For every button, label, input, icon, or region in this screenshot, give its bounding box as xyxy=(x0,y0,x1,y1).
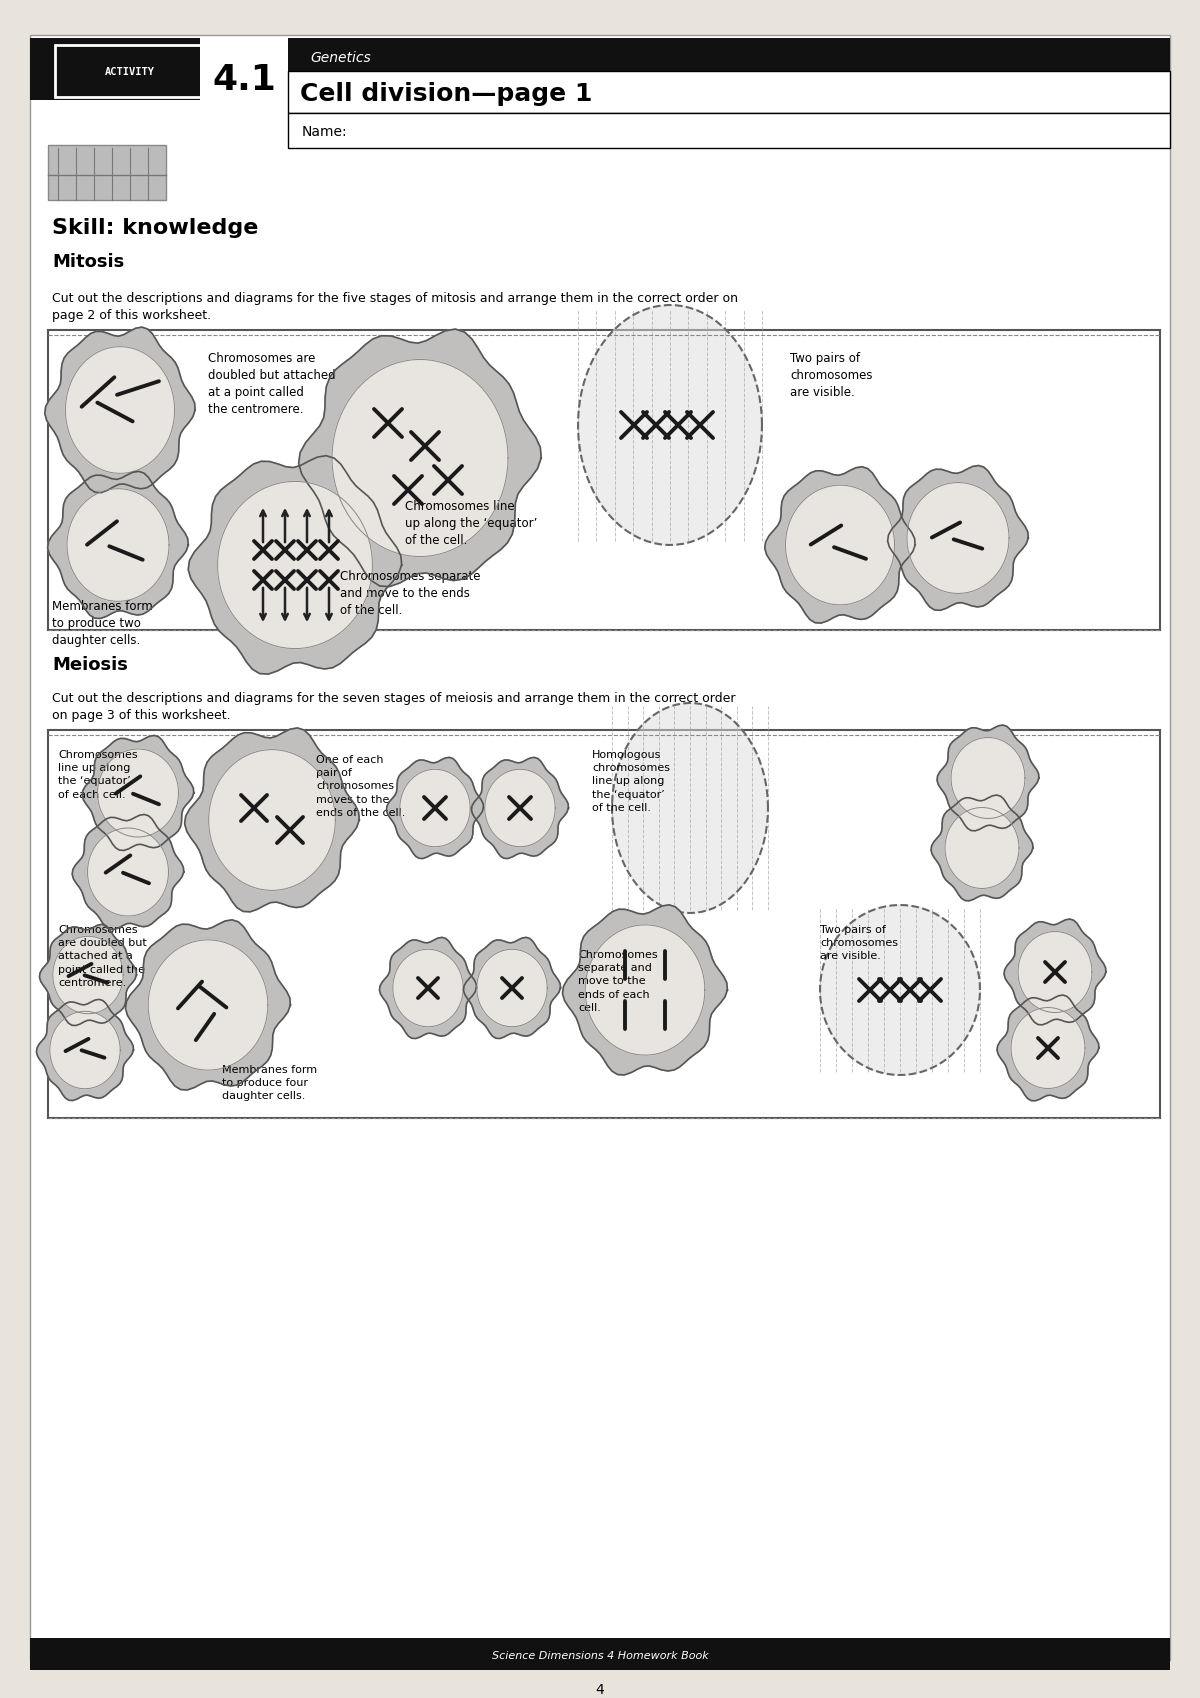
Polygon shape xyxy=(764,467,916,623)
Polygon shape xyxy=(578,306,762,545)
Bar xyxy=(48,144,166,200)
Text: Two pairs of
chromosomes
are visible.: Two pairs of chromosomes are visible. xyxy=(790,351,872,399)
Polygon shape xyxy=(44,328,196,492)
Polygon shape xyxy=(88,829,168,915)
Text: Science Dimensions 4 Homework Book: Science Dimensions 4 Homework Book xyxy=(492,1650,708,1661)
Polygon shape xyxy=(82,735,193,851)
Polygon shape xyxy=(48,472,188,618)
Polygon shape xyxy=(40,924,137,1026)
Polygon shape xyxy=(937,725,1039,830)
Polygon shape xyxy=(476,949,547,1027)
Text: Chromosomes
separate and
move to the
ends of each
cell.: Chromosomes separate and move to the end… xyxy=(578,949,658,1012)
Text: Homologous
chromosomes
line up along
the ‘equator’
of the cell.: Homologous chromosomes line up along the… xyxy=(592,751,670,813)
Polygon shape xyxy=(217,482,372,649)
Polygon shape xyxy=(379,937,476,1039)
Polygon shape xyxy=(185,728,359,912)
Polygon shape xyxy=(209,749,335,890)
Bar xyxy=(288,114,1170,148)
Text: Genetics: Genetics xyxy=(310,51,371,65)
Polygon shape xyxy=(485,769,556,847)
Text: Cut out the descriptions and diagrams for the seven stages of meiosis and arrang: Cut out the descriptions and diagrams fo… xyxy=(52,693,736,722)
Text: Cut out the descriptions and diagrams for the five stages of mitosis and arrange: Cut out the descriptions and diagrams fo… xyxy=(52,292,738,323)
Text: Skill: knowledge: Skill: knowledge xyxy=(52,217,258,238)
Text: Two pairs of
chromosomes
are visible.: Two pairs of chromosomes are visible. xyxy=(820,925,898,961)
Polygon shape xyxy=(1018,932,1092,1012)
Polygon shape xyxy=(612,703,768,914)
Text: Chromosomes line
up along the ‘equator’
of the cell.: Chromosomes line up along the ‘equator’ … xyxy=(406,499,538,547)
Polygon shape xyxy=(997,995,1099,1100)
Text: Chromosomes separate
and move to the ends
of the cell.: Chromosomes separate and move to the end… xyxy=(340,571,480,616)
Text: Chromosomes are
doubled but attached
at a point called
the centromere.: Chromosomes are doubled but attached at … xyxy=(208,351,336,416)
Polygon shape xyxy=(66,346,174,474)
Polygon shape xyxy=(1004,919,1106,1026)
Polygon shape xyxy=(820,905,980,1075)
Polygon shape xyxy=(463,937,560,1039)
Polygon shape xyxy=(952,737,1025,818)
Bar xyxy=(30,1639,1170,1671)
Polygon shape xyxy=(97,749,179,837)
Text: Membranes form
to produce four
daughter cells.: Membranes form to produce four daughter … xyxy=(222,1065,317,1102)
Text: ACTIVITY: ACTIVITY xyxy=(106,66,155,76)
Text: One of each
pair of
chromosomes
moves to the
ends of the cell.: One of each pair of chromosomes moves to… xyxy=(316,756,406,818)
Polygon shape xyxy=(50,1012,120,1088)
Text: Mitosis: Mitosis xyxy=(52,253,125,272)
Polygon shape xyxy=(53,936,124,1014)
Polygon shape xyxy=(149,941,268,1070)
Text: Chromosomes
line up along
the ‘equator’
of each cell.: Chromosomes line up along the ‘equator’ … xyxy=(58,751,138,800)
Text: Membranes form
to produce two
daughter cells.: Membranes form to produce two daughter c… xyxy=(52,599,152,647)
Polygon shape xyxy=(907,482,1009,593)
Polygon shape xyxy=(386,757,484,859)
Bar xyxy=(200,37,288,115)
Text: Cell division—page 1: Cell division—page 1 xyxy=(300,82,593,105)
Text: 4: 4 xyxy=(595,1683,605,1696)
Polygon shape xyxy=(888,465,1028,610)
Text: Meiosis: Meiosis xyxy=(52,655,128,674)
Polygon shape xyxy=(67,489,169,601)
Polygon shape xyxy=(472,757,569,859)
Bar xyxy=(288,71,1170,114)
Bar xyxy=(55,46,205,97)
Polygon shape xyxy=(72,815,184,929)
Polygon shape xyxy=(946,808,1019,888)
Text: Chromosomes
are doubled but
attached at a
point called the
centromere.: Chromosomes are doubled but attached at … xyxy=(58,925,146,988)
Polygon shape xyxy=(392,949,463,1027)
Bar xyxy=(48,329,1160,630)
Bar xyxy=(30,37,1170,100)
Polygon shape xyxy=(126,920,290,1090)
Polygon shape xyxy=(786,486,894,604)
Polygon shape xyxy=(563,905,727,1075)
Bar xyxy=(48,730,1160,1117)
Polygon shape xyxy=(586,925,704,1054)
Text: Name:: Name: xyxy=(302,126,348,139)
Text: 4.1: 4.1 xyxy=(212,63,276,97)
Polygon shape xyxy=(36,1000,133,1100)
Polygon shape xyxy=(188,455,402,674)
Polygon shape xyxy=(931,795,1033,902)
Polygon shape xyxy=(299,329,541,586)
Polygon shape xyxy=(400,769,470,847)
Polygon shape xyxy=(332,360,508,557)
Polygon shape xyxy=(1012,1007,1085,1088)
